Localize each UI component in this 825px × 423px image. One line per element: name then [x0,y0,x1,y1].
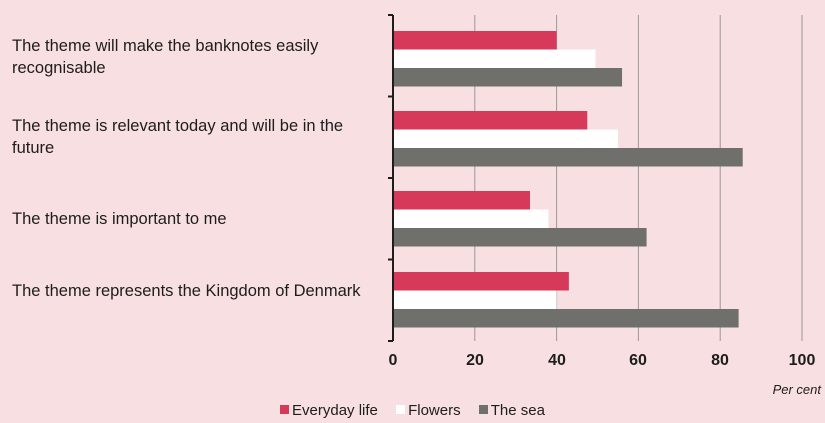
legend-item: The sea [478,402,545,419]
bar-the-sea [393,228,647,247]
category-label: The theme is relevant today and will be … [12,117,344,157]
legend-swatch [478,405,488,414]
bar-everyday-life [393,272,569,291]
x-tick-label: 0 [388,352,398,369]
x-tick-label: 100 [788,352,816,369]
bar-the-sea [393,309,739,328]
x-tick-label: 80 [711,352,729,369]
bar-flowers [393,49,596,68]
legend: Everyday life Flowers The sea [0,402,825,419]
bar-flowers [393,129,618,148]
x-unit-label: Per cent [772,382,821,397]
legend-label: Flowers [408,402,461,419]
x-tick-label: 60 [629,352,647,369]
category-label: The theme is important to me [12,210,227,228]
bar-flowers [393,290,557,309]
bar-everyday-life [393,31,557,50]
legend-swatch [280,405,290,414]
x-tick-label: 40 [548,352,566,369]
bar-everyday-life [393,191,531,210]
bar-the-sea [393,68,623,87]
bar-flowers [393,209,549,228]
legend-item: Everyday life [280,402,378,419]
category-label: The theme will make the banknotes easily… [12,37,319,77]
category-label: The theme represents the Kingdom of Denm… [12,282,361,300]
x-tick-label: 20 [466,352,484,369]
legend-swatch [396,405,406,414]
bar-everyday-life [393,111,588,130]
legend-label: The sea [490,402,545,419]
bar-the-sea [393,148,743,167]
legend-label: Everyday life [292,402,378,419]
legend-item: Flowers [396,402,461,419]
